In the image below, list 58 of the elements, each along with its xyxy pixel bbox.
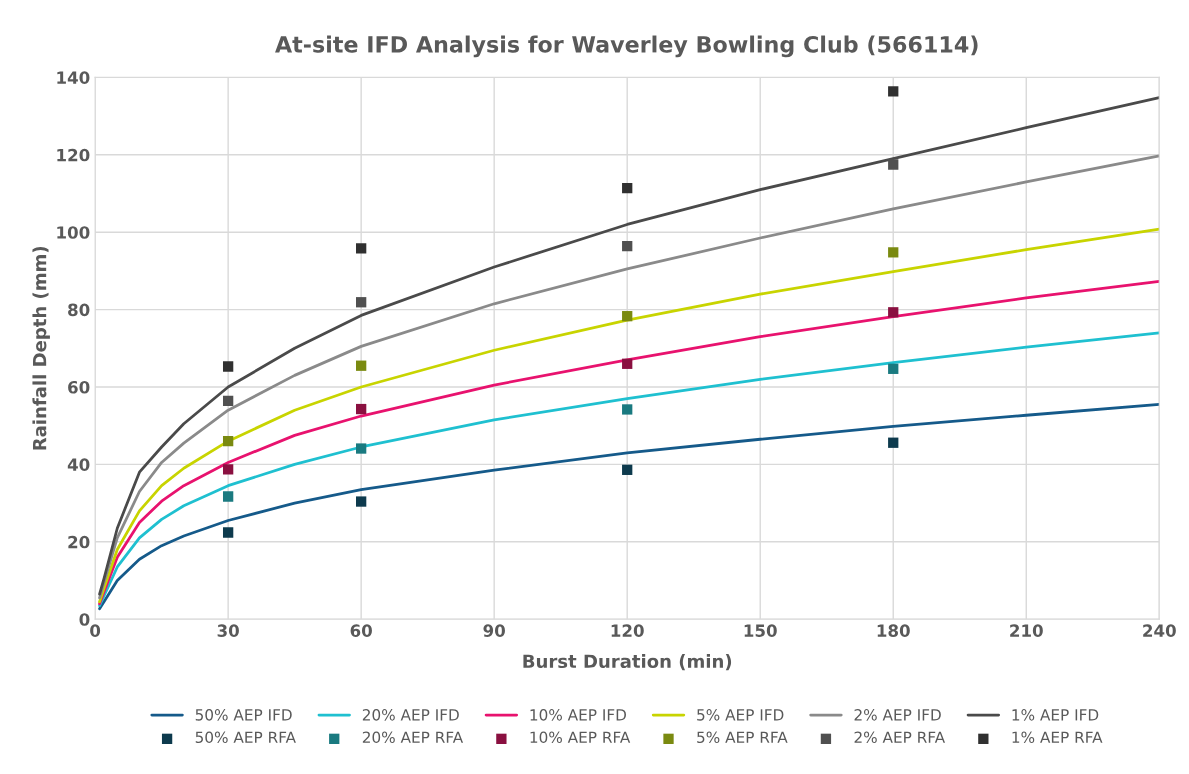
y-tick-label: 40: [67, 458, 90, 471]
x-tick-label: 150: [744, 624, 777, 637]
legend-label: 10% AEP RFA: [530, 731, 631, 744]
x-axis-title: Burst Duration (min): [523, 654, 732, 671]
point: [622, 404, 633, 415]
point: [222, 361, 234, 372]
line-series: [98, 331, 1160, 608]
y-tick-label: 120: [57, 148, 90, 162]
point: [222, 436, 234, 447]
legend-label: 5% AEP IFD: [697, 709, 784, 721]
x-tick-label: 210: [1010, 624, 1043, 637]
x-tick-label: 30: [217, 624, 239, 637]
y-tick-label: 20: [68, 535, 90, 549]
point: [622, 240, 633, 252]
point: [888, 307, 899, 318]
point: [888, 247, 899, 258]
point: [222, 395, 234, 407]
point: [356, 403, 367, 415]
x-tick-label: 0: [90, 624, 101, 637]
legend-label: 2% AEP RFA: [854, 731, 946, 744]
legend-label: 1% AEP RFA: [1012, 731, 1103, 744]
legend-label: 50% AEP IFD: [195, 709, 292, 721]
legend-label: 20% AEP RFA: [362, 731, 464, 744]
point: [356, 297, 367, 308]
x-tick-label: 240: [1143, 624, 1176, 637]
x-tick-label: 180: [877, 624, 910, 637]
legend-label: 1% AEP IFD: [1012, 709, 1099, 721]
point: [222, 491, 234, 502]
point: [356, 443, 367, 454]
y-tick-label: 80: [68, 303, 90, 317]
y-tick-label: 100: [57, 226, 90, 239]
y-tick-label: 0: [79, 613, 90, 626]
point: [622, 311, 633, 322]
point: [622, 358, 633, 369]
point: [222, 527, 234, 538]
point: [888, 86, 899, 97]
legend-label: 5% AEP RFA: [697, 731, 788, 744]
legend-label: 2% AEP IFD: [854, 709, 941, 721]
legend-label: 50% AEP RFA: [195, 731, 296, 744]
point: [222, 464, 234, 475]
point: [888, 159, 899, 170]
y-tick-label: 60: [68, 380, 90, 394]
point: [356, 243, 367, 254]
point: [622, 464, 633, 475]
point: [622, 182, 633, 194]
y-axis-title: Rainfall Depth (mm): [32, 246, 50, 450]
x-tick-label: 120: [611, 624, 644, 637]
chart-title: At-site IFD Analysis for Waverley Bowling Club (566114): [275, 35, 978, 58]
x-tick-label: 90: [483, 624, 505, 637]
point: [888, 437, 899, 448]
legend-label: 10% AEP IFD: [530, 709, 627, 721]
point: [356, 360, 367, 371]
legend-label: 20% AEP IFD: [362, 709, 459, 721]
x-tick-label: 60: [350, 624, 372, 637]
point: [888, 363, 899, 374]
line-series: [98, 403, 1160, 611]
y-tick-label: 140: [57, 71, 90, 84]
point: [356, 496, 367, 507]
